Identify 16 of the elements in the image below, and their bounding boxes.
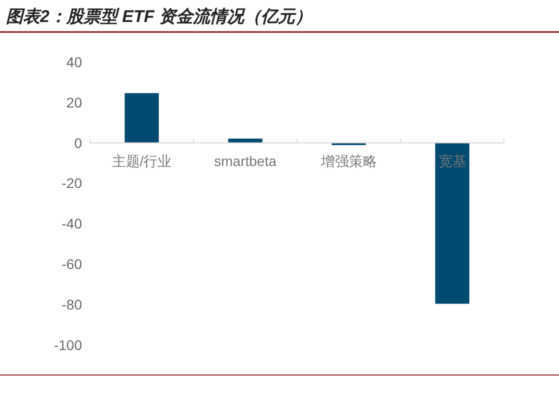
y-tick-label: 20 <box>66 94 82 110</box>
y-tick-label: -20 <box>62 175 82 192</box>
y-tick-label: 40 <box>66 54 82 70</box>
y-tick-label: -60 <box>62 256 82 272</box>
chart-title: 图表2：股票型 ETF 资金流情况（亿元） <box>6 7 312 26</box>
y-tick-label: -40 <box>62 216 82 232</box>
bar <box>124 93 159 143</box>
y-tick-label: 0 <box>74 134 82 151</box>
y-tick-label: -80 <box>62 296 82 312</box>
x-tick-label: 主题/行业 <box>112 152 172 169</box>
x-tick-label: 增强策略 <box>320 152 377 169</box>
x-tick-label: smartbeta <box>214 152 277 169</box>
bar <box>435 142 470 304</box>
x-tick-label: 宽基 <box>438 152 466 169</box>
bar <box>228 138 262 143</box>
y-tick-label: -100 <box>54 336 82 353</box>
